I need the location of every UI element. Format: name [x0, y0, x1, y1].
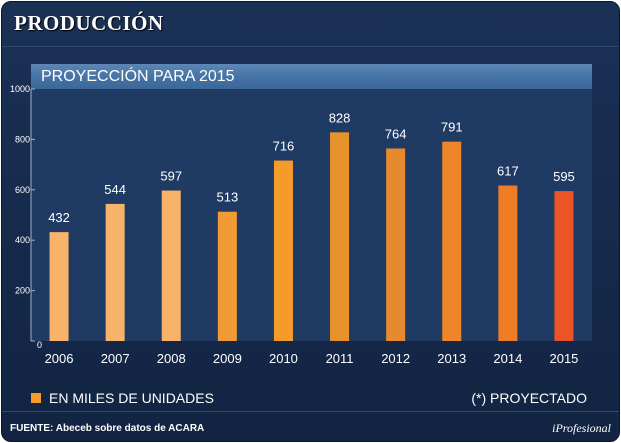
bar-2015: [554, 191, 574, 341]
data-label: 544: [104, 182, 126, 197]
bar-2011: [330, 132, 350, 341]
bar-2012: [386, 148, 406, 341]
bar-2010: [273, 160, 293, 341]
data-label: 764: [385, 126, 407, 141]
legend: EN MILES DE UNIDADES: [31, 390, 214, 406]
brand-logo: iProfesional: [552, 421, 611, 435]
data-label: 617: [497, 164, 519, 179]
header-divider: [2, 46, 619, 47]
y-tick-label: 0: [37, 340, 42, 350]
bar-2009: [217, 211, 237, 341]
x-tick-label: 2014: [493, 351, 522, 366]
x-tick-label: 2006: [45, 351, 74, 366]
x-tick-label: 2009: [213, 351, 242, 366]
legend-swatch: [31, 393, 41, 403]
data-label: 595: [553, 169, 575, 184]
source-text: FUENTE: Abeceb sobre datos de ACARA: [10, 423, 205, 434]
data-label: 791: [441, 120, 463, 135]
footer-divider: [2, 411, 619, 412]
bar-2013: [442, 141, 462, 341]
x-tick-label: 2012: [381, 351, 410, 366]
legend-label: EN MILES DE UNIDADES: [49, 390, 214, 406]
x-tick-label: 2013: [437, 351, 466, 366]
y-tick-label: 400: [15, 235, 30, 245]
chart-title: PROYECCIÓN PARA 2015: [41, 68, 235, 85]
data-label: 513: [216, 190, 238, 205]
projection-note: (*) PROYECTADO: [471, 390, 587, 406]
y-tick-label: 600: [15, 185, 30, 195]
chart-title-bar: PROYECCIÓN PARA 2015: [31, 64, 592, 89]
x-tick-label: 2008: [157, 351, 186, 366]
x-tick-label: 2011: [326, 351, 354, 366]
bar-2007: [105, 203, 125, 341]
data-label: 597: [160, 169, 182, 184]
data-label: 828: [329, 110, 351, 125]
data-label: 716: [273, 139, 295, 154]
page-title: PRODUCCIÓN: [14, 11, 164, 35]
y-tick-label: 1000: [10, 84, 30, 94]
data-label: 432: [48, 210, 70, 225]
y-tick-label: 200: [15, 286, 30, 296]
x-tick-label: 2015: [549, 351, 578, 366]
bar-2014: [498, 185, 518, 341]
x-tick-label: 2010: [269, 351, 298, 366]
x-tick-label: 2007: [101, 351, 130, 366]
y-tick-label: 800: [15, 134, 30, 144]
bar-2006: [49, 232, 69, 341]
bar-2008: [161, 190, 181, 341]
